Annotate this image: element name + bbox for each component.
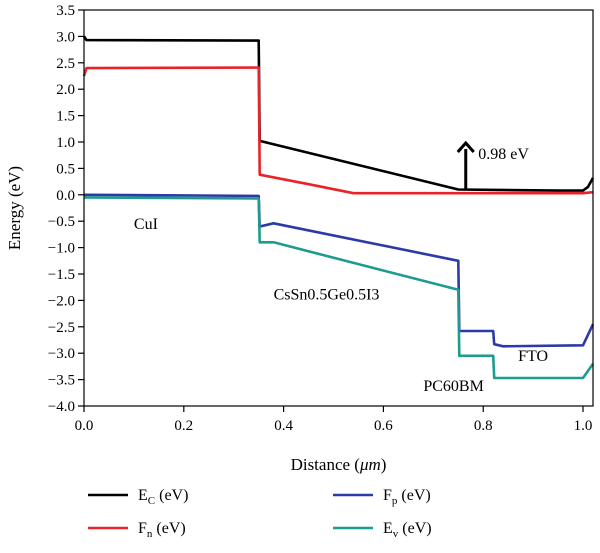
x-axis-title: Distance (μm) xyxy=(291,455,387,474)
y-tick-label: −1.5 xyxy=(48,267,75,283)
y-tick-label: −4.0 xyxy=(48,399,75,415)
y-tick-label: 1.0 xyxy=(56,135,75,151)
x-axis-ticks: 0.0 0.2 0.4 0.6 0.8 1.0 xyxy=(75,406,593,434)
y-axis-title: Energy (eV) xyxy=(5,166,24,250)
band-offset-arrow-head xyxy=(456,140,475,154)
annotation-fto: FTO xyxy=(518,348,548,365)
x-axis-title-main: Distance ( xyxy=(291,455,361,474)
y-tick-label: −3.5 xyxy=(48,373,75,389)
y-tick-label: −0.5 xyxy=(48,214,75,230)
annotation-pcbm: PC60BM xyxy=(423,378,483,395)
y-tick-label: 2.0 xyxy=(56,82,75,98)
y-tick-label: 0.5 xyxy=(56,161,75,177)
y-tick-label: −1.0 xyxy=(48,241,75,257)
arrow-layer xyxy=(456,140,475,191)
x-tick-label: 0.8 xyxy=(474,418,493,434)
y-tick-label: 2.5 xyxy=(56,56,75,72)
legend-label-fp: Fp (eV) xyxy=(383,487,431,507)
y-axis-ticks: 3.5 3.0 2.5 2.0 1.5 1.0 0.5 0.0 −0.5 −1.0 −1.5 −2.0… xyxy=(48,3,84,415)
x-tick-label: 0.0 xyxy=(75,418,94,434)
y-tick-label: 3.0 xyxy=(56,29,75,45)
legend: EC (eV) Fn (eV) Fp (eV) Ev (eV) xyxy=(88,487,432,540)
series-line-fn xyxy=(82,66,594,195)
series-line-fp xyxy=(83,193,595,348)
y-tick-label: −3.0 xyxy=(48,346,75,362)
annotation-cui: CuI xyxy=(134,216,158,233)
y-tick-label: 1.5 xyxy=(56,109,75,125)
series-line-ec xyxy=(82,35,595,192)
y-tick-label: −2.5 xyxy=(48,320,75,336)
y-tick-label: 3.5 xyxy=(56,3,75,19)
x-axis-title-close: ) xyxy=(381,455,387,474)
x-tick-label: 0.4 xyxy=(274,418,293,434)
annotation-layer: CuI CsSn0.5Ge0.5I3 FTO PC60BM 0.98 eV xyxy=(134,146,548,395)
annotation-gap: 0.98 eV xyxy=(478,146,529,163)
plot-frame xyxy=(83,9,594,407)
series-line-ev xyxy=(83,196,595,380)
series-layer xyxy=(82,35,595,380)
x-tick-label: 1.0 xyxy=(574,418,593,434)
x-tick-label: 0.2 xyxy=(174,418,193,434)
x-axis-title-unit: μm xyxy=(359,455,381,474)
y-tick-label: 0.0 xyxy=(56,188,75,204)
legend-label-fn: Fn (eV) xyxy=(138,520,186,540)
x-tick-label: 0.6 xyxy=(374,418,393,434)
legend-label-ev: Ev (eV) xyxy=(383,520,432,540)
y-tick-label: −2.0 xyxy=(48,293,75,309)
legend-label-ec: EC (eV) xyxy=(138,487,188,507)
annotation-perov: CsSn0.5Ge0.5I3 xyxy=(274,286,380,303)
